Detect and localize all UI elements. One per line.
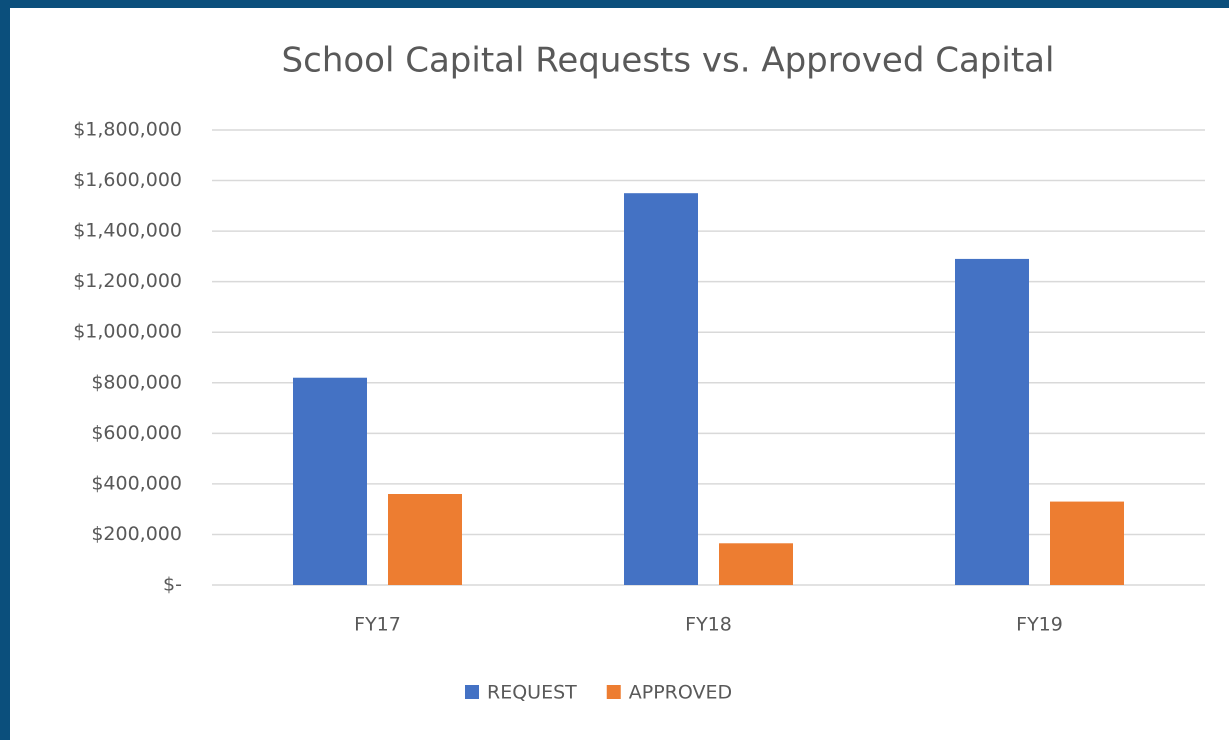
bar (719, 543, 793, 585)
bar (293, 377, 367, 585)
bar (955, 258, 1029, 585)
y-tick-label: $800,000 (91, 371, 182, 393)
y-tick-label: $1,800,000 (73, 119, 182, 141)
legend-swatch (606, 685, 621, 699)
y-tick-label: $1,000,000 (73, 321, 182, 343)
x-tick-label: FY19 (1016, 614, 1063, 636)
y-tick-label: $600,000 (91, 422, 182, 444)
bar (624, 193, 698, 585)
y-tick-label: $- (163, 574, 182, 596)
bar (388, 494, 462, 585)
y-tick-label: $1,200,000 (73, 270, 182, 292)
y-tick-label: $1,400,000 (73, 220, 182, 242)
legend-label: REQUEST (487, 682, 577, 704)
y-tick-label: $400,000 (91, 472, 182, 494)
legend-label: APPROVED (629, 682, 732, 704)
chart-title: School Capital Requests vs. Approved Cap… (282, 41, 1055, 81)
x-tick-label: FY17 (354, 614, 401, 636)
y-tick-label: $1,600,000 (73, 169, 182, 191)
bar (1050, 501, 1124, 585)
x-tick-label: FY18 (685, 614, 732, 636)
legend-swatch (465, 685, 479, 699)
y-tick-label: $200,000 (91, 523, 182, 545)
